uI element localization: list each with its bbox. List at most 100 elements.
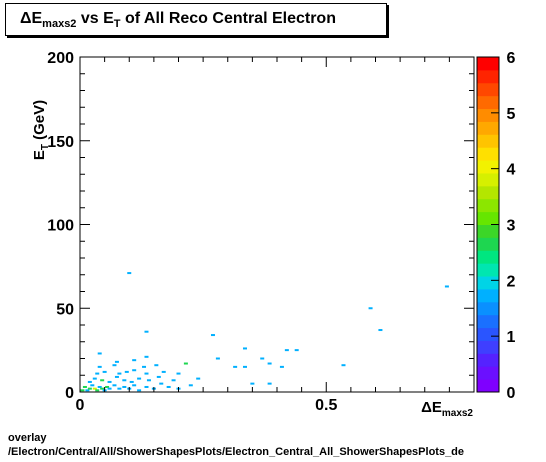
color-scale-label: 0	[507, 385, 516, 402]
title-part: ΔE	[20, 10, 43, 27]
heatmap-cell	[233, 365, 238, 368]
heatmap-cell	[85, 389, 90, 392]
heatmap-cell	[144, 330, 149, 333]
y-axis-label: ET (GeV)	[31, 100, 51, 160]
color-scale-segment	[477, 288, 499, 303]
color-scale-segment	[477, 224, 499, 238]
heatmap-cell	[183, 362, 188, 365]
heatmap-cell	[92, 387, 97, 390]
heatmap-cell	[144, 385, 149, 388]
heatmap-cell	[95, 372, 100, 375]
heatmap-cell	[97, 352, 102, 355]
heatmap-cell	[122, 379, 127, 382]
heatmap-cell	[107, 387, 112, 390]
heatmap-cell	[215, 357, 220, 360]
heatmap-cell	[114, 360, 119, 363]
color-scale-segment	[477, 108, 499, 122]
heatmap-cell	[154, 364, 159, 367]
heatmap-cell	[137, 389, 142, 392]
plot-frame	[79, 56, 475, 393]
color-scale-segment	[477, 211, 499, 225]
color-scale-segment	[477, 379, 499, 393]
heatmap-cell	[176, 372, 181, 375]
heatmap-cell	[80, 389, 85, 392]
color-scale-segment	[477, 263, 499, 277]
heatmap-cell	[129, 380, 134, 383]
color-scale-segment	[477, 198, 499, 213]
color-scale-segment	[477, 353, 499, 367]
heatmap-cell	[112, 384, 117, 387]
color-scale-segment	[477, 340, 499, 354]
color-scale-segment	[477, 185, 499, 200]
heatmap-cell	[132, 359, 137, 362]
axes: 0 50 100 150 200 0 0.5	[47, 50, 474, 414]
heatmap-cell	[368, 307, 373, 310]
heatmap-cell	[284, 349, 289, 352]
heatmap-cell	[146, 379, 151, 382]
color-scale-segment	[477, 276, 499, 290]
heatmap-cell	[242, 365, 247, 368]
heatmap-cell	[267, 362, 272, 365]
heatmap-cell	[242, 347, 247, 350]
x-axis-label: ΔEmaxs2	[421, 399, 473, 419]
heatmap-cell	[260, 357, 265, 360]
heatmap-cell	[100, 379, 105, 382]
heatmap-cell	[294, 349, 299, 352]
color-scale-segment	[477, 172, 499, 187]
heatmap-cell	[210, 334, 215, 337]
color-scale-segment	[477, 147, 499, 161]
color-scale: 0 1 2 3 4 5 6	[476, 50, 516, 402]
heatmap-cell	[124, 370, 129, 373]
color-scale-label: 3	[507, 218, 516, 235]
y-tick-label: 100	[47, 218, 74, 235]
color-scale-label: 2	[507, 273, 516, 290]
color-scale-segment	[477, 95, 499, 110]
heatmap-cell	[82, 385, 87, 388]
y-tick-label: 200	[47, 50, 74, 67]
heatmap-cell	[159, 382, 164, 385]
heatmap-cell	[97, 385, 102, 388]
color-scale-segment	[477, 314, 499, 329]
chart-title: ΔEmaxs2 vs ET of All Reco Central Electr…	[20, 10, 336, 30]
color-scale-label: 6	[507, 50, 516, 67]
footer-line-2: /Electron/Central/All/ShowerShapesPlots/…	[8, 446, 465, 458]
x-tick-label: 0	[76, 397, 85, 414]
color-scale-segment	[477, 237, 499, 251]
heatmap-cell	[92, 377, 97, 380]
heatmap-cell	[166, 385, 171, 388]
color-scale-segment	[477, 134, 499, 148]
footer: overlay /Electron/Central/All/ShowerShap…	[8, 431, 546, 459]
color-scale-segment	[477, 366, 499, 380]
heatmap-cell	[97, 365, 102, 368]
heatmap-cell	[117, 372, 122, 375]
y-tick-label: 150	[47, 134, 74, 151]
color-scale-label: 1	[507, 329, 516, 346]
heatmap-cell	[122, 385, 127, 388]
heatmap-cell	[132, 384, 137, 387]
heatmap-cell	[196, 377, 201, 380]
heatmap-cell	[95, 389, 100, 392]
color-scale-segment	[477, 57, 499, 71]
color-scale-label: 4	[507, 162, 516, 179]
footer-line-1: overlay	[8, 432, 47, 444]
heatmap-cell	[250, 382, 255, 385]
color-scale-segment	[477, 327, 499, 341]
heatmap-cell	[341, 364, 346, 367]
heatmap-cell	[117, 387, 122, 390]
heatmap-cell	[107, 380, 112, 383]
x-tick-label: 0.5	[315, 397, 337, 414]
color-scale-segment	[477, 69, 499, 84]
heatmap-cell	[87, 387, 92, 390]
heatmap-cell	[112, 364, 117, 367]
heatmap-cell	[188, 384, 193, 387]
heatmap-cell	[156, 375, 161, 378]
color-scale-segment	[477, 301, 499, 316]
heatmap-cell	[100, 387, 105, 390]
heatmap-cell	[137, 377, 142, 380]
title-part: of All Reco Central Electron	[120, 10, 336, 27]
heatmap-cell	[132, 369, 137, 372]
heatmap-cell	[444, 285, 449, 288]
heatmap-cell	[114, 375, 119, 378]
heatmap-cell	[142, 365, 147, 368]
color-scale-segment	[477, 121, 499, 135]
